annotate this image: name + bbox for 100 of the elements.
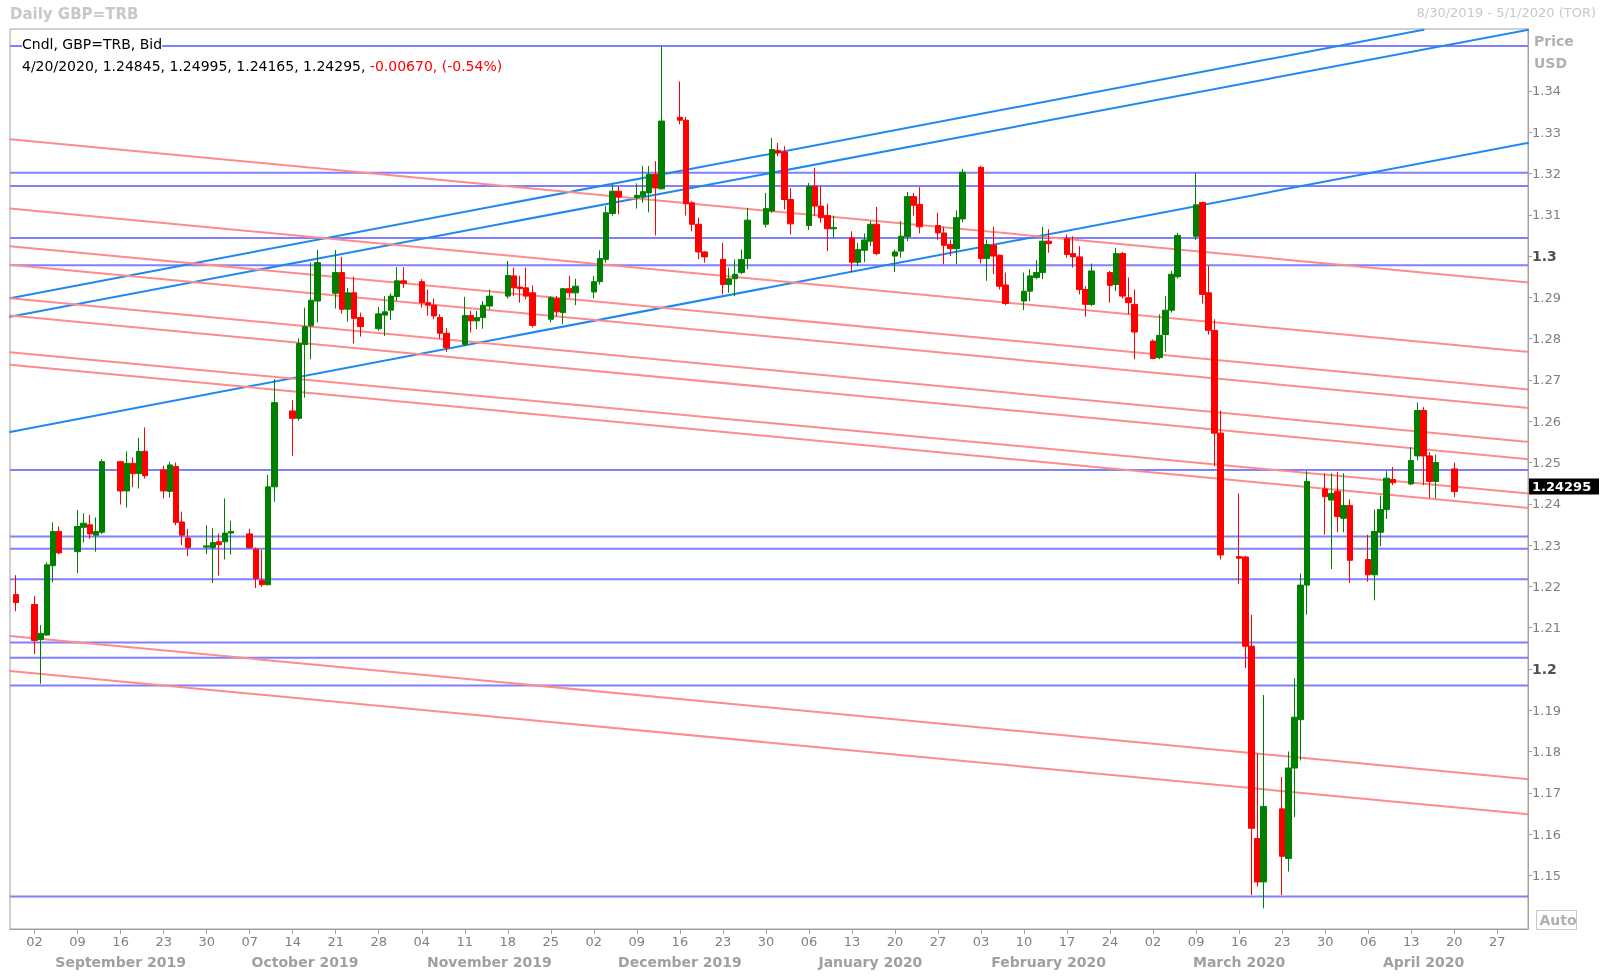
y-tick-label: 1.21 [1532, 620, 1561, 636]
candlestick [1045, 228, 1052, 254]
candlestick [1390, 466, 1396, 486]
x-tick-label: 09 [69, 934, 86, 949]
y-axis-title: Price USD [1534, 33, 1574, 71]
x-tick-label: 23 [1273, 934, 1291, 949]
annotation: -0.00670, (-0.54%) [369, 58, 503, 74]
y-tick-label: 1.16 [1532, 826, 1561, 842]
candlestick [1260, 694, 1267, 909]
y-tick-label: 1.23 [1532, 537, 1561, 553]
y-tick-label: 1.18 [1532, 743, 1561, 759]
x-tick-label: 17 [1058, 934, 1076, 949]
candlestick [978, 165, 984, 264]
candlestick [339, 256, 345, 314]
x-tick-label: 21 [327, 934, 344, 949]
x-tick-label: 16 [1230, 934, 1248, 949]
text: 1.24295 [1532, 478, 1592, 494]
annotation: 4/20/2020, 1.24845, 1.24995, 1.24165, 1.24295, [22, 58, 366, 74]
x2-tick-label: November 2019 [426, 954, 552, 970]
x2-tick-label: March 2020 [1192, 954, 1286, 970]
y-tick-label: 1.2 [1532, 660, 1557, 677]
candlestick [468, 310, 474, 333]
candlestick [1150, 338, 1156, 360]
y-tick-label: 1.34 [1532, 83, 1561, 99]
candlestick [1347, 498, 1353, 584]
candlestick [505, 260, 511, 300]
candlestick [160, 465, 167, 499]
x-tick-label: 28 [370, 934, 388, 949]
candlestick [1113, 247, 1119, 292]
x-tick-label: 02 [1144, 934, 1162, 949]
x-tick-label: 16 [671, 934, 689, 949]
candlestick [1340, 472, 1347, 533]
x-tick-label: 18 [499, 934, 517, 949]
x-tick-label: 20 [886, 934, 904, 949]
candlestick [652, 160, 659, 236]
candlestick [1322, 472, 1328, 536]
candlestick [31, 595, 38, 655]
candlestick [1107, 270, 1113, 304]
y-tick-label: 1.33 [1532, 124, 1561, 140]
candlestick [1451, 462, 1458, 498]
x-tick-label: 09 [1187, 934, 1205, 949]
x-tick-label: 20 [1445, 934, 1463, 949]
y-tick-label: 1.19 [1532, 702, 1561, 718]
candlestick [130, 457, 136, 488]
candlestick [984, 239, 990, 282]
x-tick-label: 09 [628, 934, 646, 949]
y-tick-label: 1.3 [1532, 248, 1557, 265]
candlestick [1279, 776, 1285, 896]
x-tick-label: 30 [198, 934, 215, 949]
y-tick-label: 1.25 [1532, 454, 1561, 470]
y-tick-label: 1.15 [1532, 867, 1561, 883]
candlestick [548, 295, 554, 324]
x-tick-label: 14 [284, 934, 301, 949]
x-tick-label: 13 [1402, 934, 1420, 949]
x2-tick-label: February 2020 [991, 954, 1107, 970]
candlestick [572, 278, 579, 306]
x-tick-label: 06 [1359, 934, 1377, 949]
candlestick [849, 230, 855, 273]
candlestick [615, 185, 622, 215]
y-tick-label: 1.26 [1532, 413, 1561, 429]
candlestick [246, 528, 253, 549]
candlestick [1193, 172, 1199, 241]
x-tick-label: 02 [585, 934, 603, 949]
y-tick-label: 1.22 [1532, 578, 1561, 594]
candlestick [117, 460, 124, 506]
candlestick [142, 426, 148, 480]
x2-tick-label: October 2019 [251, 954, 359, 970]
candlestick [289, 399, 296, 457]
candlestick [345, 287, 351, 323]
candlestick [136, 437, 142, 489]
x-tick-label: 23 [155, 934, 172, 949]
y-tick-label: 1.32 [1532, 166, 1561, 181]
candlestick [13, 574, 19, 612]
candlestick [56, 525, 62, 555]
y-tick-label: 1.17 [1532, 785, 1561, 801]
x2-tick-label: December 2019 [618, 954, 742, 970]
candlestick [1254, 753, 1261, 887]
candlestick [560, 287, 566, 325]
x-tick-label: 13 [843, 934, 861, 949]
candlestick [806, 182, 812, 231]
candlestick [830, 215, 837, 239]
candlestick [332, 249, 339, 309]
candlestick [167, 461, 173, 499]
candlestick [1365, 534, 1371, 583]
x2-tick-label: January 2020 [817, 954, 923, 970]
x-tick-label: 30 [757, 934, 775, 949]
x-tick-label: 02 [26, 934, 43, 949]
candlestick [185, 528, 191, 557]
x2-tick-label: September 2019 [55, 954, 186, 970]
x-tick-label: 23 [714, 934, 732, 949]
x-tick-label: 30 [1316, 934, 1334, 949]
candlestick [554, 295, 560, 318]
candlestick [253, 547, 259, 589]
x-tick-label: 10 [1015, 934, 1033, 949]
candlestick [658, 45, 665, 191]
x-tick-label: 07 [241, 934, 258, 949]
candlestick [124, 450, 130, 508]
x2-tick-label: April 2020 [1382, 954, 1465, 970]
y-tick-label: 1.28 [1532, 331, 1561, 347]
candlestick [1408, 446, 1414, 486]
